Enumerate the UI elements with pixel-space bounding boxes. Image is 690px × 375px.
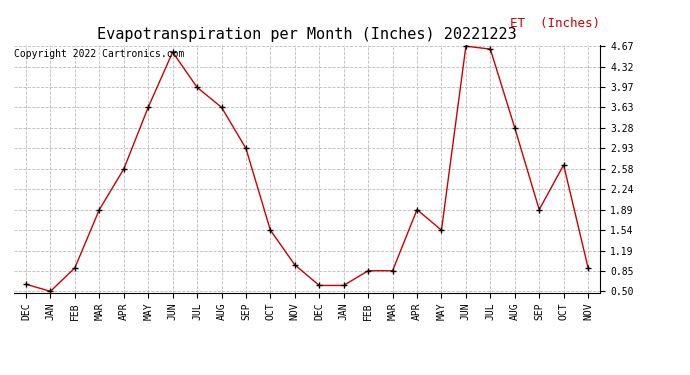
- Text: Copyright 2022 Cartronics.com: Copyright 2022 Cartronics.com: [14, 49, 184, 59]
- Text: ET  (Inches): ET (Inches): [511, 17, 600, 30]
- Title: Evapotranspiration per Month (Inches) 20221223: Evapotranspiration per Month (Inches) 20…: [97, 27, 517, 42]
